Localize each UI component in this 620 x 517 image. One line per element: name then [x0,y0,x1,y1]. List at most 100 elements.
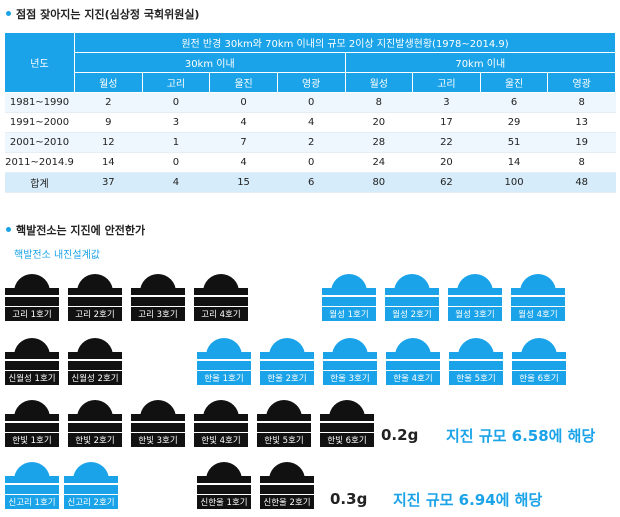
subtitle-design-values: 핵발전소 내진설계값 [14,250,100,261]
reactor-dome-icon [394,274,430,310]
divider-line [67,295,123,297]
reactor-hanul-4: 한울 4호기 [385,338,441,386]
table-row: 2001~2010 12 1 7 2 28 22 51 19 [4,132,616,153]
divider-line [193,295,249,297]
section-title-text: 점점 잦아지는 지진(심상정 국회위원실) [16,8,200,21]
col-header: 영광 [547,72,616,93]
reactor-shinhanul-2: 신한울 2호기 [259,462,315,510]
table-cell: 0 [209,92,278,113]
divider-line [193,421,249,423]
building-right-icon [362,414,374,436]
reactor-label: 신월성 1호기 [4,370,60,386]
table-cell: 51 [480,132,548,153]
reactor-dome-icon [521,338,557,374]
reactor-label: 고리 2호기 [67,306,123,322]
divider-line [63,483,119,485]
reactor-dome-icon [206,462,242,498]
table-cell: 4 [277,112,345,133]
reactor-kori-1: 고리 1호기 [4,274,60,322]
reactor-dome-icon [458,338,494,374]
table-cell: 24 [345,152,413,173]
table-cell: 100 [480,172,548,193]
table-cell: 6 [277,172,345,193]
reactor-label: 고리 3호기 [130,306,186,322]
reactor-dome-icon [14,274,50,310]
building-right-icon [299,414,311,436]
table-cell: 9 [74,112,143,133]
table-cell: 37 [74,172,143,193]
reactor-kori-3: 고리 3호기 [130,274,186,322]
table-cell: 2 [277,132,345,153]
building-right-icon [302,352,314,374]
section-title-safety: 핵발전소는 지진에 안전한가 [6,222,145,238]
reactor-label: 월성 2호기 [384,306,440,322]
design-value-03g: 0.3g [330,490,368,508]
table-cell: 17 [412,112,481,133]
divider-line [447,295,503,297]
table-cell: 62 [412,172,481,193]
table-cell: 14 [74,152,143,173]
reactor-label: 한빛 6호기 [319,432,375,448]
table-cell: 20 [345,112,413,133]
header-70km: 70km 이내 [344,52,616,73]
col-header: 영광 [276,72,346,93]
scale-text: 지진 규모 6.94에 해당 [393,491,543,509]
bullet-icon [6,226,11,232]
divider-line [510,295,566,297]
reactor-dome-icon [73,462,109,498]
reactor-label: 월성 4호기 [510,306,566,322]
reactor-dome-icon [332,338,368,374]
reactor-dome-icon [329,400,365,436]
divider-line [196,483,252,485]
reactor-label: 한빛 5호기 [256,432,312,448]
reactor-label: 한빛 4호기 [193,432,249,448]
building-right-icon [364,288,376,310]
table-row: 1981~1990 2 0 0 0 8 3 6 8 [4,92,616,113]
reactor-dome-icon [269,462,305,498]
reactor-label: 신한울 2호기 [259,494,315,510]
reactor-label: 신한울 1호기 [196,494,252,510]
reactor-dome-icon [206,338,242,374]
reactor-hanul-6: 한울 6호기 [511,338,567,386]
building-right-icon [491,352,503,374]
reactor-dome-icon [14,462,50,498]
reactor-label: 한빛 1호기 [4,432,60,448]
table-row: 1991~2000 9 3 4 4 20 17 29 13 [4,112,616,133]
reactor-dome-icon [395,338,431,374]
table-cell: 4 [209,152,278,173]
col-header: 울진 [209,72,278,93]
building-right-icon [173,288,185,310]
reactor-label: 한울 4호기 [385,370,441,386]
table-cell: 28 [345,132,413,153]
table-cell: 29 [480,112,548,133]
divider-line [384,295,440,297]
divider-line [322,359,378,361]
divider-line [196,359,252,361]
table-cell: 3 [412,92,481,113]
reactor-shinkori-1: 신고리 1호기 [4,462,60,510]
reactor-hanbit-3: 한빛 3호기 [130,400,186,448]
row-label: 1981~1990 [4,92,75,113]
reactor-label: 월성 3호기 [447,306,503,322]
building-right-icon [47,414,59,436]
building-right-icon [236,414,248,436]
building-right-icon [47,352,59,374]
reactor-dome-icon [14,338,50,374]
header-30km: 30km 이내 [74,52,346,73]
table-cell: 4 [209,112,278,133]
table-cell: 2 [74,92,143,113]
table-cell: 8 [345,92,413,113]
reactor-dome-icon [331,274,367,310]
reactor-hanul-1: 한울 1호기 [196,338,252,386]
reactor-dome-icon [520,274,556,310]
divider-line [319,421,375,423]
reactor-label: 신고리 2호기 [63,494,119,510]
divider-line [4,295,60,297]
reactor-dome-icon [77,274,113,310]
building-right-icon [554,352,566,374]
building-right-icon [236,288,248,310]
divider-line [448,359,504,361]
reactor-wolsong-3: 월성 3호기 [447,274,503,322]
table-cell: 19 [547,132,616,153]
table-cell: 8 [547,152,616,173]
